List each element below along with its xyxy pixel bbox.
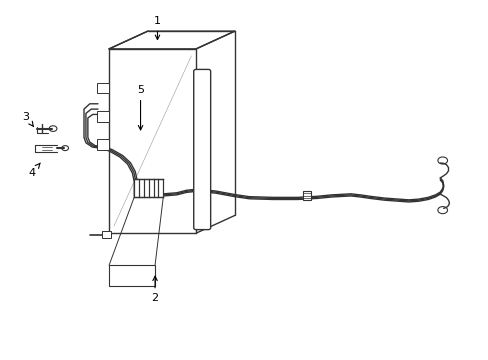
FancyBboxPatch shape (134, 179, 163, 197)
FancyBboxPatch shape (102, 231, 110, 238)
FancyBboxPatch shape (109, 265, 155, 286)
Text: 4: 4 (28, 163, 40, 177)
Text: 3: 3 (22, 112, 34, 127)
Text: 5: 5 (137, 85, 144, 130)
FancyBboxPatch shape (97, 111, 109, 122)
FancyBboxPatch shape (302, 192, 310, 200)
FancyBboxPatch shape (97, 82, 109, 93)
Text: 1: 1 (154, 16, 161, 40)
Text: 2: 2 (151, 276, 158, 303)
FancyBboxPatch shape (97, 139, 109, 150)
FancyBboxPatch shape (193, 69, 210, 230)
